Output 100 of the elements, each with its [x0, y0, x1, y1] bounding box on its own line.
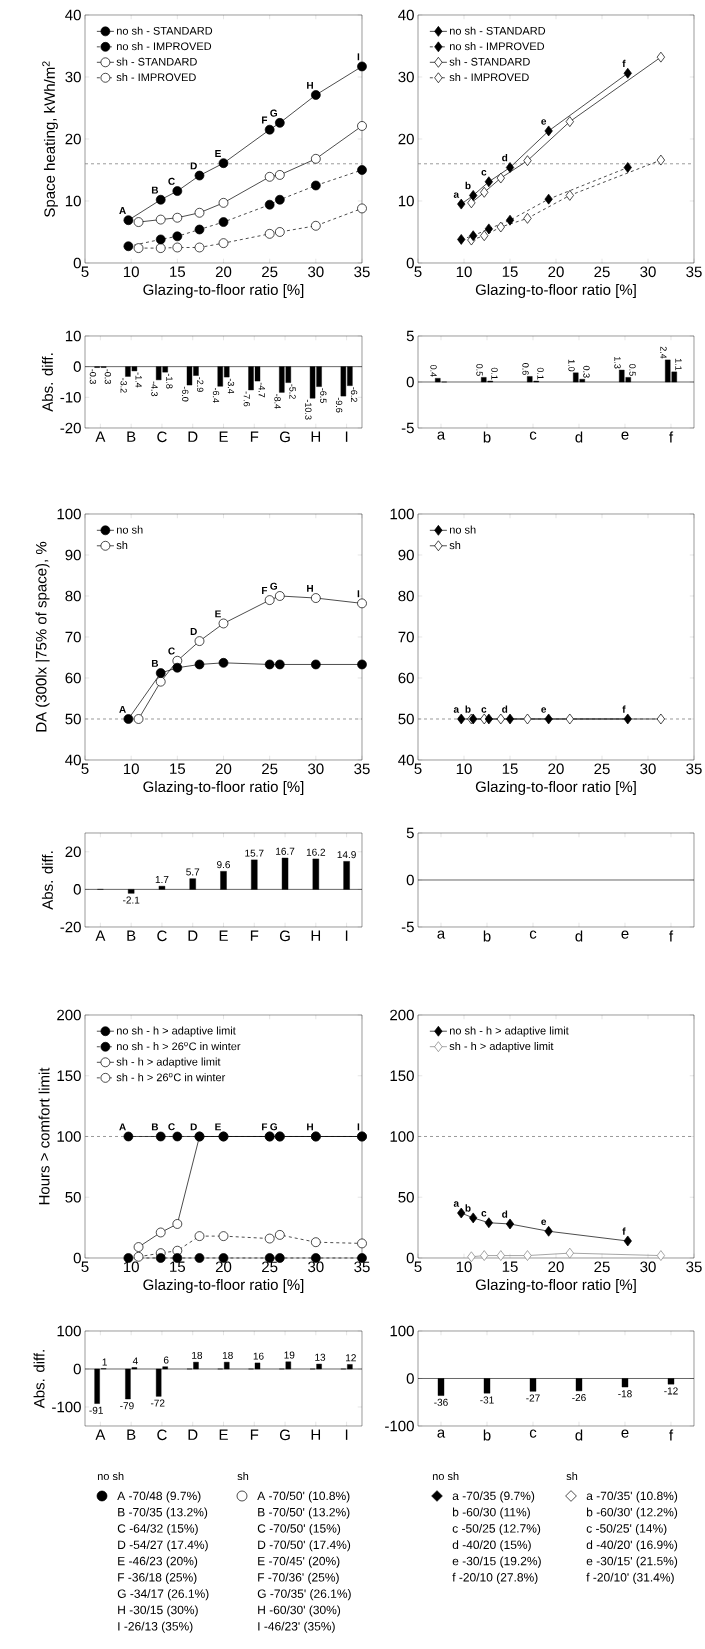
text: I -26/13 (35%) — [118, 1621, 193, 1633]
y-tick-label: 20 — [398, 133, 414, 145]
annotation: F — [262, 116, 268, 124]
data-label: 1.1 — [675, 358, 682, 371]
text: a -70/35' (10.8%) — [586, 1491, 678, 1503]
data-label: -2.1 — [122, 896, 140, 904]
data-label: 9.6 — [217, 861, 231, 869]
data-label: 0.1 — [491, 367, 498, 380]
y-tick-label: 100 — [57, 1131, 81, 1142]
annotation: f — [622, 59, 626, 68]
data-label: 6 — [163, 1356, 169, 1364]
x-tick-label: 30 — [308, 1261, 324, 1273]
x-tick-label: G — [279, 431, 290, 443]
data-label: -4.3 — [151, 381, 158, 397]
x-tick-label: 30 — [308, 266, 324, 278]
text: E -46/23 (20%) — [118, 1556, 198, 1568]
x-tick-label: B — [127, 930, 136, 941]
x-tick-label: b — [483, 930, 491, 942]
text: D -70/50' (17.4%) — [258, 1540, 351, 1552]
x-tick-label: G — [279, 930, 290, 942]
annotation: A — [119, 705, 126, 713]
legend-label: sh - IMPROVED — [116, 73, 196, 82]
data-label: -2.9 — [197, 377, 204, 392]
y-tick-label: 50 — [398, 1191, 414, 1203]
text: sh — [566, 1472, 578, 1481]
annotation: G — [270, 1123, 278, 1131]
data-label: 4 — [132, 1357, 138, 1365]
y-tick-label: -20 — [60, 921, 81, 933]
x-tick-label: 35 — [354, 763, 370, 775]
text: G -34/17 (26.1%) — [117, 1589, 209, 1601]
x-tick-label: D — [188, 431, 198, 442]
annotation: F — [262, 1123, 268, 1131]
data-label: 18 — [192, 1351, 203, 1359]
annotation: c — [481, 1211, 487, 1217]
data-label: 0.3 — [583, 365, 590, 378]
y-tick-label: 0 — [406, 257, 414, 269]
text: no sh — [97, 1472, 124, 1481]
x-tick-label: 25 — [262, 1261, 278, 1273]
x-tick-label: 15 — [170, 1261, 186, 1272]
x-tick-label: F — [250, 1429, 259, 1440]
x-tick-label: I — [345, 930, 348, 941]
x-axis-title: Glazing-to-floor ratio [%] — [143, 781, 304, 795]
annotation: b — [465, 1204, 471, 1212]
annotation: C — [168, 177, 175, 185]
text: b -60/30 (11%) — [452, 1507, 530, 1519]
x-tick-label: H — [311, 930, 321, 941]
y-tick-label: 200 — [390, 1009, 414, 1021]
text: A -70/48 (9.7%) — [117, 1491, 201, 1503]
annotation: e — [541, 707, 547, 713]
annotation: e — [541, 1219, 547, 1226]
y-tick-label: -100 — [52, 1401, 81, 1413]
x-tick-label: 5 — [81, 763, 89, 774]
data-label: 18 — [222, 1351, 233, 1359]
x-tick-label: B — [127, 1429, 136, 1440]
annotation: G — [270, 582, 278, 590]
annotation: H — [307, 1123, 313, 1131]
data-label: 5.7 — [186, 868, 200, 876]
x-tick-label: 5 — [414, 763, 422, 774]
x-tick-label: A — [95, 431, 106, 442]
legend-label: sh - IMPROVED — [449, 73, 529, 82]
x-tick-label: H — [311, 431, 321, 442]
y-tick-label: 5 — [406, 827, 414, 839]
x-tick-label: 20 — [548, 1261, 564, 1273]
data-label: 12 — [346, 1354, 356, 1362]
y-tick-label: -20 — [60, 422, 81, 434]
x-tick-label: d — [575, 1429, 583, 1441]
data-label: -6.5 — [320, 388, 327, 403]
x-tick-label: 5 — [414, 1261, 422, 1272]
data-label: 13 — [315, 1353, 326, 1361]
y-axis-title: DA (300lx |75% of space), % — [35, 541, 50, 732]
y-tick-label: 50 — [398, 713, 414, 725]
data-label: -3.2 — [120, 378, 127, 393]
y-tick-label: 150 — [57, 1070, 81, 1082]
annotation: c — [481, 170, 487, 176]
data-label: 1 — [102, 1358, 107, 1366]
y-tick-label: 50 — [65, 1191, 81, 1203]
data-label: 16 — [253, 1352, 264, 1360]
annotation: E — [215, 1123, 221, 1131]
annotation: d — [502, 153, 508, 162]
x-tick-label: A — [95, 1429, 106, 1440]
x-tick-label: 15 — [170, 763, 186, 774]
x-tick-label: c — [529, 431, 537, 440]
legend-label: no sh - IMPROVED — [449, 42, 545, 51]
x-tick-label: D — [188, 1429, 198, 1440]
y-tick-label: 20 — [65, 846, 81, 858]
y-axis-title: Hours > comfort limit — [38, 1067, 50, 1205]
y-tick-label: 60 — [65, 672, 81, 684]
text: C -70/50' (15%) — [257, 1523, 341, 1536]
y-tick-label: 60 — [398, 672, 414, 684]
y-tick-label: 0 — [406, 376, 414, 388]
y-tick-label: -5 — [401, 422, 414, 434]
x-tick-label: 5 — [81, 266, 89, 277]
x-axis-title: Glazing-to-floor ratio [%] — [143, 1279, 304, 1293]
text: E -70/45' (20%) — [258, 1556, 340, 1568]
annotation: f — [622, 705, 626, 713]
legend-label: no sh - IMPROVED — [117, 42, 212, 51]
x-tick-label: 25 — [262, 763, 278, 775]
x-tick-label: 20 — [548, 763, 564, 775]
text: F -36/18 (25%) — [118, 1572, 197, 1584]
annotation: H — [307, 584, 313, 592]
